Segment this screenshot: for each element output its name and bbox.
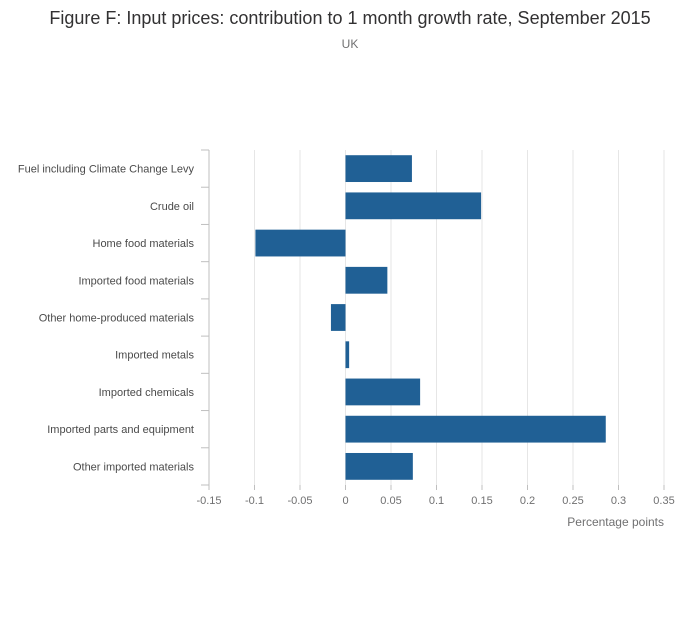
x-tick-label: 0.35	[653, 495, 674, 507]
x-tick-label: 0.1	[429, 495, 444, 507]
chart-subtitle: UK	[341, 37, 359, 51]
bar	[345, 266, 388, 294]
x-tick-label: 0.15	[471, 495, 492, 507]
y-category-label: Crude oil	[150, 201, 194, 213]
x-tick-label: 0.3	[611, 495, 626, 507]
x-axis-title: Percentage points	[567, 515, 664, 529]
chart-title: Figure F: Input prices: contribution to …	[49, 8, 651, 28]
bar	[345, 452, 413, 480]
y-category-label: Fuel including Climate Change Levy	[18, 164, 195, 176]
bar	[345, 415, 606, 443]
bar	[330, 304, 346, 331]
x-tick-label: 0.2	[520, 495, 535, 507]
x-tick-label: -0.05	[287, 495, 312, 507]
y-category-label: Imported parts and equipment	[47, 424, 194, 436]
bar	[255, 229, 346, 257]
y-category-label: Home food materials	[93, 238, 195, 250]
y-category-label: Imported metals	[115, 350, 194, 362]
y-category-label: Imported chemicals	[99, 387, 195, 399]
bar	[345, 192, 482, 220]
y-category-label: Other home-produced materials	[39, 313, 195, 325]
x-tick-label: 0	[342, 495, 348, 507]
axes: -0.15 -0.1 -0.05 0 0.05 0.1 0.15 0.2 0.25 0.3 0.35…	[18, 149, 675, 507]
x-tick-label: -0.15	[196, 495, 221, 507]
bar	[345, 378, 421, 406]
bars	[255, 155, 606, 480]
x-tick-label: 0.05	[380, 495, 401, 507]
y-category-label: Imported food materials	[78, 275, 194, 287]
bar	[345, 341, 350, 369]
bar	[345, 155, 412, 183]
x-tick-label: -0.1	[245, 495, 264, 507]
y-category-label: Other imported materials	[73, 461, 195, 473]
x-tick-label: 0.25	[562, 495, 583, 507]
